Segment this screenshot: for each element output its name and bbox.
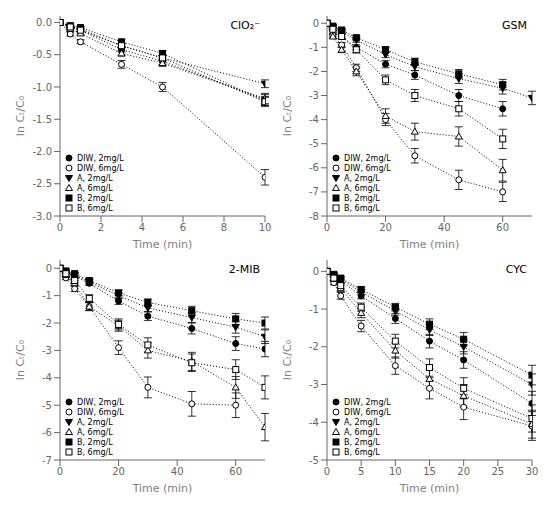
svg-text:30: 30 <box>526 466 539 477</box>
svg-text:25: 25 <box>491 466 504 477</box>
svg-text:20: 20 <box>379 222 392 233</box>
html-text:GSM: GSM <box>502 19 527 32</box>
svg-text:-7: -7 <box>42 455 52 466</box>
html-text:A, 6mg/L: A, 6mg/L <box>77 183 113 193</box>
html-text:A, 2mg/L: A, 2mg/L <box>344 173 380 183</box>
svg-text:-3: -3 <box>42 345 52 356</box>
svg-text:0: 0 <box>57 466 63 477</box>
svg-text:15: 15 <box>423 466 436 477</box>
svg-text:-2.0: -2.0 <box>32 146 52 157</box>
svg-text:-4: -4 <box>309 417 319 428</box>
svg-text:0: 0 <box>57 222 63 233</box>
svg-text:Time (min): Time (min) <box>132 482 193 495</box>
svg-text:8: 8 <box>221 222 227 233</box>
svg-text:-1: -1 <box>309 304 319 315</box>
html-text:A, 2mg/L: A, 2mg/L <box>77 417 113 427</box>
svg-text:Time (min): Time (min) <box>399 238 460 251</box>
svg-text:0: 0 <box>313 266 319 277</box>
svg-text:-5: -5 <box>309 455 319 466</box>
svg-text:20: 20 <box>112 466 125 477</box>
html-text:B, 6mg/L: B, 6mg/L <box>344 203 380 213</box>
html-text:A, 6mg/L: A, 6mg/L <box>77 427 113 437</box>
svg-text:ln Cₜ/C₀: ln Cₜ/C₀ <box>281 95 294 136</box>
html-text:B, 2mg/L: B, 2mg/L <box>77 193 113 203</box>
svg-text:60: 60 <box>496 222 509 233</box>
html-text:CYC: CYC <box>505 263 527 276</box>
svg-text:-1.5: -1.5 <box>32 114 52 125</box>
svg-text:0: 0 <box>324 466 330 477</box>
svg-text:ln Cₜ/C₀: ln Cₜ/C₀ <box>14 95 27 136</box>
svg-text:-1: -1 <box>42 290 52 301</box>
svg-text:6: 6 <box>180 222 186 233</box>
svg-text:-5: -5 <box>42 400 52 411</box>
html-text:ClO₂⁻: ClO₂⁻ <box>230 19 260 32</box>
html-text:B, 6mg/L: B, 6mg/L <box>77 447 113 457</box>
svg-text:-2: -2 <box>42 318 52 329</box>
svg-text:40: 40 <box>171 466 184 477</box>
svg-text:0: 0 <box>324 222 330 233</box>
svg-text:0.0: 0.0 <box>36 17 52 28</box>
html-text:DIW, 2mg/L: DIW, 2mg/L <box>344 153 391 163</box>
html-text:DIW, 6mg/L: DIW, 6mg/L <box>344 407 391 417</box>
svg-text:Time (min): Time (min) <box>132 238 193 251</box>
html-text:2-MIB: 2-MIB <box>228 263 260 276</box>
svg-text:-2.5: -2.5 <box>32 178 52 189</box>
svg-text:-6: -6 <box>309 162 319 173</box>
svg-text:-3.0: -3.0 <box>32 211 52 222</box>
svg-text:-0.5: -0.5 <box>32 49 52 60</box>
svg-text:20: 20 <box>457 466 470 477</box>
svg-text:60: 60 <box>229 466 242 477</box>
html-text:DIW, 2mg/L: DIW, 2mg/L <box>344 397 391 407</box>
svg-text:-5: -5 <box>309 138 319 149</box>
svg-text:5: 5 <box>358 466 364 477</box>
html-text:B, 2mg/L: B, 2mg/L <box>344 437 380 447</box>
svg-text:10: 10 <box>259 222 272 233</box>
svg-text:Time (min): Time (min) <box>399 482 460 495</box>
svg-text:0: 0 <box>46 263 52 274</box>
svg-text:-2: -2 <box>309 341 319 352</box>
svg-text:-8: -8 <box>309 211 319 222</box>
svg-text:-3: -3 <box>309 90 319 101</box>
html-text:DIW, 6mg/L: DIW, 6mg/L <box>77 163 124 173</box>
html-text:B, 6mg/L: B, 6mg/L <box>77 203 113 213</box>
svg-text:-2: -2 <box>309 66 319 77</box>
svg-text:2: 2 <box>98 222 104 233</box>
svg-text:ln Cₜ/C₀: ln Cₜ/C₀ <box>14 339 27 380</box>
html-text:A, 2mg/L: A, 2mg/L <box>344 417 380 427</box>
svg-text:-1: -1 <box>309 42 319 53</box>
html-text:B, 6mg/L: B, 6mg/L <box>344 447 380 457</box>
html-text:DIW, 6mg/L: DIW, 6mg/L <box>344 163 391 173</box>
svg-text:0: 0 <box>313 18 319 29</box>
html-text:B, 2mg/L: B, 2mg/L <box>77 437 113 447</box>
html-text:B, 2mg/L: B, 2mg/L <box>344 193 380 203</box>
svg-text:40: 40 <box>438 222 451 233</box>
svg-text:-4: -4 <box>42 372 52 383</box>
svg-text:-3: -3 <box>309 379 319 390</box>
svg-text:-7: -7 <box>309 186 319 197</box>
svg-text:ln Cₜ/C₀: ln Cₜ/C₀ <box>281 339 294 380</box>
svg-text:-4: -4 <box>309 114 319 125</box>
html-text:A, 6mg/L: A, 6mg/L <box>344 183 380 193</box>
svg-text:-6: -6 <box>42 427 52 438</box>
html-text:DIW, 2mg/L: DIW, 2mg/L <box>77 397 124 407</box>
html-text:A, 6mg/L: A, 6mg/L <box>344 427 380 437</box>
svg-text:4: 4 <box>139 222 145 233</box>
html-text:A, 2mg/L: A, 2mg/L <box>77 173 113 183</box>
svg-text:10: 10 <box>389 466 402 477</box>
html-text:DIW, 2mg/L: DIW, 2mg/L <box>77 153 124 163</box>
svg-text:-1.0: -1.0 <box>32 82 52 93</box>
html-text:DIW, 6mg/L: DIW, 6mg/L <box>77 407 124 417</box>
